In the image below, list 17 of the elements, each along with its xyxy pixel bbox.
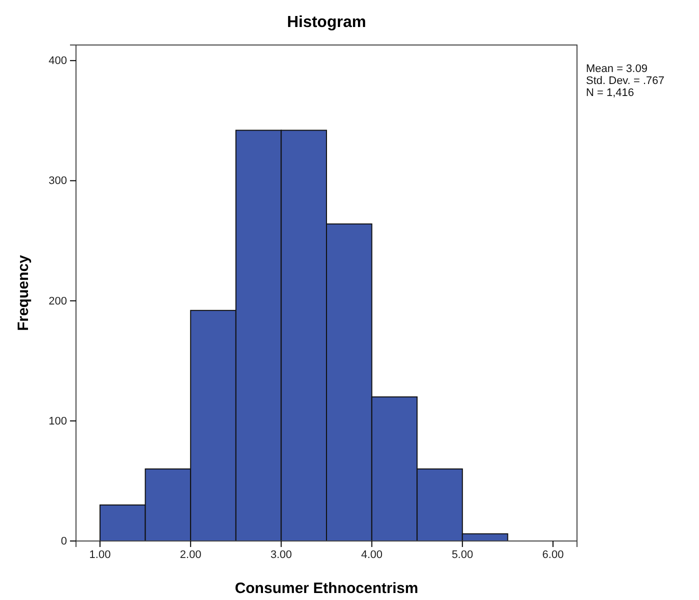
chart-title: Histogram	[286, 14, 366, 31]
x-tick-label: 1.00	[89, 548, 111, 561]
y-tick-label: 100	[48, 415, 67, 428]
x-axis-title: Consumer Ethnocentrism	[234, 580, 418, 597]
x-tick-label: 5.00	[452, 548, 474, 561]
text: Std. Dev. = .767	[586, 75, 664, 87]
y-tick-label: 0	[60, 536, 67, 548]
x-tick-label: 2.00	[180, 548, 202, 561]
y-tick-label: 300	[48, 175, 67, 188]
x-tick-label: 4.00	[361, 548, 383, 561]
x-tick-label: 3.00	[270, 548, 292, 561]
y-axis-title: Frequency	[15, 254, 32, 331]
text: N = 1,416	[586, 87, 634, 99]
x-tick-label: 6.00	[542, 548, 564, 561]
y-tick-label: 400	[48, 55, 67, 68]
y-tick-label: 200	[48, 295, 67, 308]
text: Mean = 3.09	[586, 63, 648, 75]
